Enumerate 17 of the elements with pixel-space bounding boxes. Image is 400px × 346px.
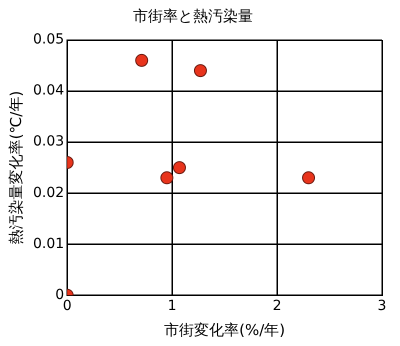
y-tick-label: 0.05 (33, 32, 64, 48)
chart-title: 市街率と熱汚染量 (133, 6, 253, 25)
x-tick-label: 3 (378, 298, 386, 314)
point (160, 171, 174, 184)
point (302, 171, 316, 184)
x-tick-label: 1 (168, 298, 177, 314)
y-tick-label: 0.04 (33, 82, 64, 99)
y-tick-label: 0.01 (33, 236, 64, 252)
point (135, 54, 148, 67)
point (172, 161, 186, 174)
y-axis-title: 熱汚染量変化率(℃/年) (6, 90, 25, 244)
y-tick-label: 0 (55, 286, 64, 303)
x-axis-title: 市街変化率(%/年) (164, 320, 286, 339)
point (194, 64, 207, 78)
x-tick-label: 2 (272, 298, 282, 314)
y-tick-label: 0.03 (33, 134, 64, 150)
y-tick-label: 0.02 (33, 184, 64, 201)
